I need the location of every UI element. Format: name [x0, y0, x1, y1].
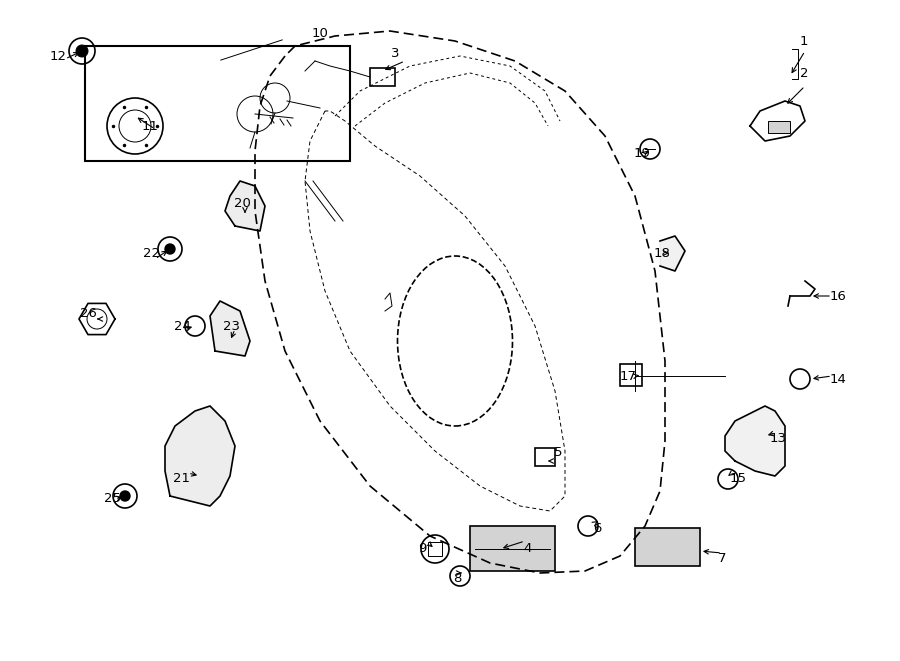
Text: 12: 12 [50, 50, 67, 63]
Text: 10: 10 [311, 26, 328, 40]
Text: 17: 17 [619, 369, 636, 383]
Text: 9: 9 [418, 541, 427, 555]
Text: 21: 21 [174, 473, 191, 485]
Bar [370, 68, 395, 86]
Circle shape [120, 491, 130, 501]
Text: 14: 14 [830, 373, 846, 385]
Bar [85, 46, 350, 161]
Text: 11: 11 [141, 120, 158, 132]
Text: 20: 20 [234, 196, 250, 210]
Text: 6: 6 [593, 522, 601, 535]
Text: 18: 18 [653, 247, 670, 260]
Text: 8: 8 [453, 572, 461, 584]
Polygon shape [210, 301, 250, 356]
Text: 4: 4 [524, 541, 532, 555]
Polygon shape [165, 406, 235, 506]
Text: 2: 2 [800, 67, 808, 79]
Circle shape [76, 45, 88, 57]
Text: 7: 7 [718, 551, 726, 564]
Text: 5: 5 [554, 446, 562, 459]
Bar [635, 528, 700, 566]
Text: 25: 25 [104, 492, 121, 506]
Text: 15: 15 [730, 473, 746, 485]
Text: 23: 23 [223, 319, 240, 332]
Text: 1: 1 [800, 34, 808, 48]
Text: 13: 13 [770, 432, 787, 446]
Bar [768, 121, 790, 133]
Bar [428, 542, 442, 556]
Polygon shape [725, 406, 785, 476]
Polygon shape [660, 236, 685, 271]
Text: 3: 3 [391, 46, 400, 59]
Text: 26: 26 [79, 307, 96, 319]
Text: 22: 22 [143, 247, 160, 260]
Text: 19: 19 [634, 147, 651, 159]
Polygon shape [225, 181, 265, 231]
Bar [535, 448, 555, 466]
Bar [470, 526, 555, 571]
Text: 16: 16 [830, 290, 846, 303]
Circle shape [165, 244, 175, 254]
Bar [620, 364, 642, 386]
Text: 24: 24 [174, 319, 191, 332]
